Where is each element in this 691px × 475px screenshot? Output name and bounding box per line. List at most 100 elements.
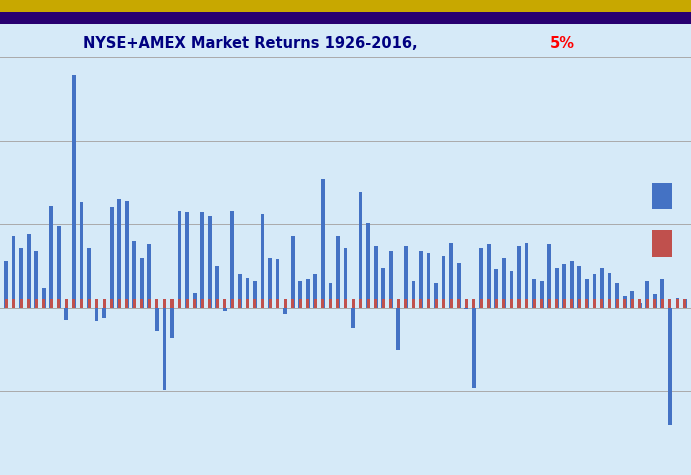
Bar bbox=[140, 257, 144, 308]
Bar bbox=[426, 253, 430, 308]
Bar bbox=[117, 299, 121, 308]
Bar bbox=[162, 308, 167, 390]
Bar bbox=[125, 299, 129, 308]
Bar bbox=[102, 308, 106, 318]
Bar bbox=[5, 299, 8, 308]
Bar bbox=[72, 76, 76, 308]
Bar bbox=[434, 283, 438, 308]
Bar bbox=[291, 299, 294, 308]
Bar bbox=[367, 299, 370, 308]
Text: 5%: 5% bbox=[550, 36, 575, 50]
Bar bbox=[638, 299, 641, 308]
Bar bbox=[661, 279, 664, 308]
Bar bbox=[570, 261, 574, 308]
Bar bbox=[389, 299, 392, 308]
Bar bbox=[133, 241, 136, 308]
Bar bbox=[64, 308, 68, 320]
Bar bbox=[593, 275, 596, 308]
Bar bbox=[607, 273, 612, 308]
Bar bbox=[170, 308, 174, 338]
Bar bbox=[645, 299, 649, 308]
Bar bbox=[238, 299, 241, 308]
Bar bbox=[381, 299, 385, 308]
Bar bbox=[381, 268, 385, 308]
Bar bbox=[397, 308, 400, 350]
Bar bbox=[186, 299, 189, 308]
Bar bbox=[57, 299, 60, 308]
Bar bbox=[510, 299, 513, 308]
Bar bbox=[314, 299, 317, 308]
Bar bbox=[155, 299, 158, 308]
Bar bbox=[110, 208, 113, 308]
Bar bbox=[623, 296, 627, 308]
Bar bbox=[555, 268, 558, 308]
Bar bbox=[216, 266, 219, 308]
Bar bbox=[464, 299, 468, 308]
Bar bbox=[555, 299, 558, 308]
Bar bbox=[299, 299, 302, 308]
Bar bbox=[208, 299, 211, 308]
Bar bbox=[12, 236, 15, 308]
Bar bbox=[608, 299, 611, 308]
Bar bbox=[630, 291, 634, 308]
Bar bbox=[502, 257, 506, 308]
Bar bbox=[472, 299, 475, 308]
Bar bbox=[79, 202, 84, 308]
Bar bbox=[42, 288, 46, 308]
Bar bbox=[110, 299, 113, 308]
Bar bbox=[533, 299, 536, 308]
Bar bbox=[653, 299, 656, 308]
Bar bbox=[125, 201, 129, 308]
Bar bbox=[87, 247, 91, 308]
Bar bbox=[80, 299, 83, 308]
Bar bbox=[676, 298, 679, 308]
Bar bbox=[261, 299, 264, 308]
Bar bbox=[95, 308, 98, 321]
Bar bbox=[178, 299, 181, 308]
Bar bbox=[412, 281, 415, 308]
Bar bbox=[578, 299, 581, 308]
Bar bbox=[238, 275, 242, 308]
Bar bbox=[570, 299, 574, 308]
Bar bbox=[283, 308, 287, 314]
Bar bbox=[140, 299, 143, 308]
Bar bbox=[314, 275, 317, 308]
Bar bbox=[133, 299, 136, 308]
Bar bbox=[593, 299, 596, 308]
Bar bbox=[676, 299, 679, 308]
Bar bbox=[585, 279, 589, 308]
Bar bbox=[653, 294, 656, 308]
Bar bbox=[216, 299, 219, 308]
Bar bbox=[208, 216, 211, 308]
Bar bbox=[200, 299, 204, 308]
Bar bbox=[457, 299, 460, 308]
Bar bbox=[495, 269, 498, 308]
Bar bbox=[457, 263, 460, 308]
Bar bbox=[245, 278, 249, 308]
Bar bbox=[359, 299, 362, 308]
Bar bbox=[366, 222, 370, 308]
Bar bbox=[585, 299, 589, 308]
Bar bbox=[616, 299, 618, 308]
Bar bbox=[200, 212, 204, 308]
Bar bbox=[548, 299, 551, 308]
Bar bbox=[343, 247, 348, 308]
Bar bbox=[19, 299, 23, 308]
Bar bbox=[102, 299, 106, 308]
Bar bbox=[185, 212, 189, 308]
Bar bbox=[600, 268, 604, 308]
Bar bbox=[449, 243, 453, 308]
Bar bbox=[246, 299, 249, 308]
Bar bbox=[306, 299, 310, 308]
Bar bbox=[321, 299, 324, 308]
Bar bbox=[487, 299, 491, 308]
Bar bbox=[487, 244, 491, 308]
Bar bbox=[518, 299, 520, 308]
Bar bbox=[337, 299, 339, 308]
Bar bbox=[600, 299, 603, 308]
Bar bbox=[35, 299, 38, 308]
Bar bbox=[645, 281, 649, 308]
Bar bbox=[193, 293, 196, 308]
Bar bbox=[509, 271, 513, 308]
Bar bbox=[148, 299, 151, 308]
